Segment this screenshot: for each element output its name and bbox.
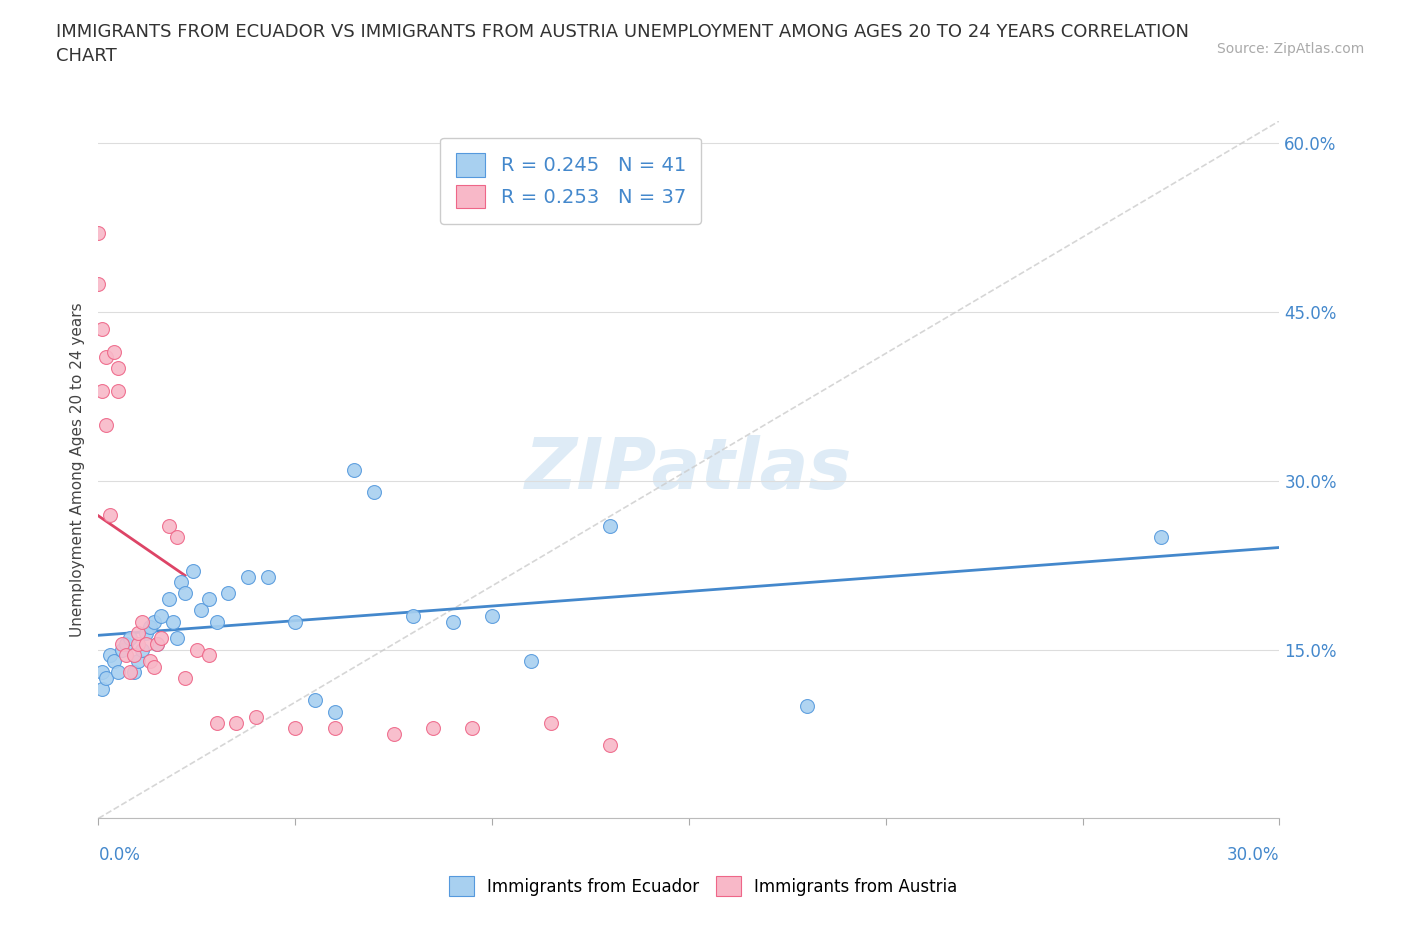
Point bbox=[107, 383, 129, 398]
Point bbox=[166, 530, 188, 545]
Point bbox=[96, 350, 118, 365]
Point bbox=[236, 569, 259, 584]
Point bbox=[205, 614, 228, 629]
Point bbox=[142, 659, 165, 674]
Point bbox=[170, 575, 193, 590]
Point bbox=[174, 586, 197, 601]
Point bbox=[323, 721, 346, 736]
Point bbox=[138, 619, 160, 634]
Point bbox=[481, 608, 503, 623]
Point bbox=[256, 569, 278, 584]
Point bbox=[96, 418, 118, 432]
Point bbox=[115, 637, 138, 652]
Point bbox=[197, 591, 219, 606]
Point bbox=[122, 665, 145, 680]
Point bbox=[166, 631, 188, 645]
Point bbox=[96, 671, 118, 685]
Point bbox=[127, 625, 149, 640]
Point bbox=[98, 648, 121, 663]
Point bbox=[91, 322, 114, 337]
Point bbox=[118, 631, 141, 645]
Point bbox=[796, 698, 818, 713]
Point bbox=[343, 462, 366, 477]
Text: 0.0%: 0.0% bbox=[98, 846, 141, 864]
Point bbox=[146, 637, 169, 652]
Point bbox=[91, 383, 114, 398]
Legend: Immigrants from Ecuador, Immigrants from Austria: Immigrants from Ecuador, Immigrants from… bbox=[441, 870, 965, 903]
Point bbox=[135, 625, 157, 640]
Point bbox=[111, 637, 134, 652]
Point bbox=[520, 654, 543, 669]
Point bbox=[111, 643, 134, 658]
Point bbox=[127, 654, 149, 669]
Point bbox=[402, 608, 425, 623]
Text: IMMIGRANTS FROM ECUADOR VS IMMIGRANTS FROM AUSTRIA UNEMPLOYMENT AMONG AGES 20 TO: IMMIGRANTS FROM ECUADOR VS IMMIGRANTS FR… bbox=[56, 23, 1189, 65]
Point bbox=[217, 586, 239, 601]
Point bbox=[186, 643, 208, 658]
Point bbox=[103, 654, 125, 669]
Point bbox=[245, 710, 267, 724]
Point bbox=[162, 614, 184, 629]
Point bbox=[157, 518, 180, 533]
Point bbox=[599, 518, 621, 533]
Point bbox=[461, 721, 484, 736]
Point bbox=[87, 276, 110, 291]
Point bbox=[323, 704, 346, 719]
Point bbox=[540, 715, 562, 730]
Point bbox=[118, 665, 141, 680]
Point bbox=[304, 693, 326, 708]
Text: Source: ZipAtlas.com: Source: ZipAtlas.com bbox=[1216, 42, 1364, 56]
Point bbox=[1150, 530, 1173, 545]
Point bbox=[135, 637, 157, 652]
Point bbox=[284, 721, 307, 736]
Point bbox=[599, 737, 621, 752]
Point bbox=[138, 654, 160, 669]
Point bbox=[146, 637, 169, 652]
Text: 30.0%: 30.0% bbox=[1227, 846, 1279, 864]
Point bbox=[127, 637, 149, 652]
Point bbox=[131, 643, 153, 658]
Point bbox=[181, 564, 204, 578]
Point bbox=[122, 648, 145, 663]
Point bbox=[91, 665, 114, 680]
Text: ZIPatlas: ZIPatlas bbox=[526, 435, 852, 504]
Point bbox=[157, 591, 180, 606]
Point bbox=[142, 614, 165, 629]
Point bbox=[284, 614, 307, 629]
Point bbox=[422, 721, 444, 736]
Point bbox=[441, 614, 464, 629]
Point bbox=[87, 226, 110, 241]
Point bbox=[115, 648, 138, 663]
Point bbox=[190, 603, 212, 618]
Point bbox=[225, 715, 247, 730]
Point bbox=[98, 507, 121, 522]
Point bbox=[174, 671, 197, 685]
Point bbox=[107, 665, 129, 680]
Point bbox=[131, 614, 153, 629]
Point bbox=[107, 361, 129, 376]
Point bbox=[205, 715, 228, 730]
Point bbox=[197, 648, 219, 663]
Point bbox=[363, 485, 385, 499]
Point bbox=[103, 344, 125, 359]
Point bbox=[382, 726, 405, 741]
Point bbox=[91, 682, 114, 697]
Y-axis label: Unemployment Among Ages 20 to 24 years: Unemployment Among Ages 20 to 24 years bbox=[69, 302, 84, 637]
Point bbox=[150, 631, 173, 645]
Legend: R = 0.245   N = 41, R = 0.253   N = 37: R = 0.245 N = 41, R = 0.253 N = 37 bbox=[440, 138, 702, 224]
Point bbox=[150, 608, 173, 623]
